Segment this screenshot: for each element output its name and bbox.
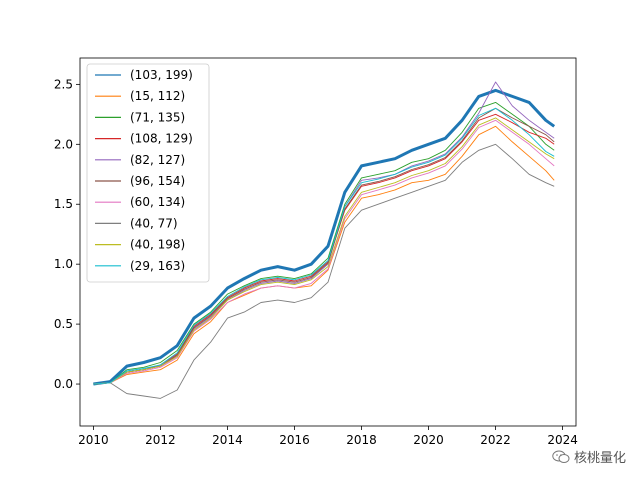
- series-line-0: [93, 88, 556, 386]
- legend-label-0: (103, 199): [130, 68, 193, 82]
- y-tick-label-3: 1.5: [54, 197, 73, 211]
- series-line-7: [93, 143, 555, 399]
- legend-label-1: (15, 112): [130, 89, 185, 103]
- x-tick-label-2: 2014: [212, 433, 243, 447]
- y-tick-label-2: 1.0: [54, 257, 73, 271]
- y-tick-label-1: 0.5: [54, 317, 73, 331]
- legend-label-3: (108, 129): [130, 132, 193, 146]
- legend-label-4: (82, 127): [130, 153, 185, 167]
- series-line-1: [93, 125, 555, 385]
- y-tick-label-4: 2.0: [54, 137, 73, 151]
- legend: (103, 199) (15, 112) (71, 135) (108, 129) (8…: [86, 63, 210, 283]
- y-tick-label-0: 0.0: [54, 377, 73, 391]
- x-tick-label-4: 2018: [346, 433, 377, 447]
- legend-box: [86, 63, 210, 283]
- x-tick-label-0: 2010: [78, 433, 109, 447]
- x-tick-label-5: 2020: [413, 433, 444, 447]
- axis-layer: 2010 2012 2014 2016 2018 2020 2022 2024 0.0 0.5 1.…: [54, 77, 578, 447]
- wechat-icon: [552, 450, 570, 463]
- legend-label-2: (71, 135): [130, 110, 185, 124]
- series-line-6: [93, 119, 555, 385]
- watermark-text: 核桃量化: [573, 451, 626, 466]
- x-tick-label-7: 2024: [547, 433, 578, 447]
- legend-label-5: (96, 154): [130, 174, 185, 188]
- legend-label-6: (60, 134): [130, 195, 185, 209]
- y-tick-label-5: 2.5: [54, 77, 73, 91]
- x-tick-label-6: 2022: [480, 433, 511, 447]
- series-line-9: [93, 107, 555, 385]
- legend-label-7: (40, 77): [130, 216, 178, 230]
- series-line-2: [93, 101, 555, 385]
- plot-frame: [79, 57, 577, 427]
- series-layer: [93, 81, 556, 399]
- legend-label-8: (40, 198): [130, 238, 185, 252]
- series-line-8: [93, 117, 555, 385]
- series-line-5: [93, 107, 555, 385]
- x-tick-label-1: 2012: [145, 433, 176, 447]
- legend-label-9: (29, 163): [130, 259, 185, 273]
- watermark: 核桃量化: [552, 447, 626, 466]
- x-tick-label-3: 2016: [279, 433, 310, 447]
